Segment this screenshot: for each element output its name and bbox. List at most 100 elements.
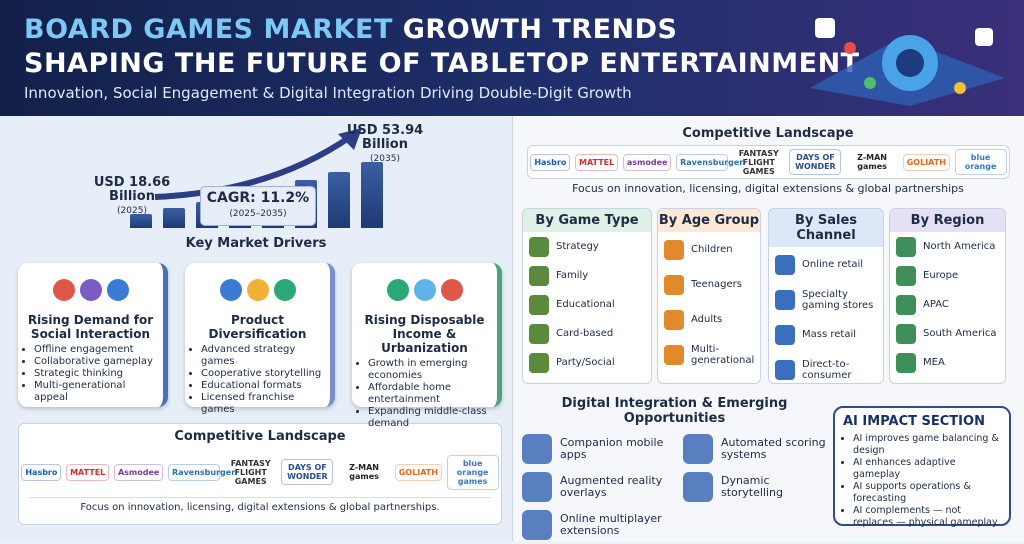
title-rest: GROWTH TRENDS [402,14,678,45]
driver-card: Rising Disposable Income & UrbanizationG… [352,263,502,429]
company-logo: Hasbro [530,153,571,171]
company-logo: Ravensburger [676,153,743,171]
digital-item: Automated scoring systems [682,430,827,468]
competitive-bottom-title: Competitive Landscape [174,429,346,444]
segment-icon [529,323,549,344]
company-logo: blue orange games [446,454,499,490]
driver-bullet: Advanced strategy games [201,344,324,368]
driver-bullet: Growth in emerging economies [368,358,491,382]
company-logo: MATTEL [575,153,619,171]
segment-label: Europe [923,270,959,281]
segment-item: MEA [890,348,1005,377]
ai-bullet: AI supports operations & forecasting [853,481,1001,505]
segment-label: Multi-generational [691,343,755,366]
segment-label: North America [923,241,996,252]
segment-icon [775,359,795,380]
driver-bullet: Offline engagement [34,344,157,356]
driver-icons [191,269,324,311]
icon [273,279,296,301]
segment-icon [775,324,795,345]
segment-item: North America [890,232,1005,261]
segment-icon [664,309,684,330]
segment-icon [896,323,916,344]
segment-title: By Game Type [523,209,651,232]
icon [413,279,436,301]
segment-label: Adults [691,314,723,325]
segment-label: Educational [556,299,615,310]
bar-shape [361,162,383,228]
segment-item: Educational [523,290,651,319]
segment-item: Card-based [523,319,651,348]
segment-item: Europe [890,261,1005,290]
header: BOARD GAMES MARKET GROWTH TRENDS SHAPING… [0,0,1024,116]
driver-icons [24,269,157,311]
segment-icon [664,344,684,365]
segment-label: MEA [923,357,945,368]
driver-icons [358,269,491,311]
ai-bullets: AI improves game balancing & designAI en… [843,433,1001,529]
segment-icon [529,352,549,373]
segment-icon [896,265,916,286]
company-logo: Ravensburger [168,463,235,481]
segment-item: Specialty gaming stores [769,282,883,317]
segment-item: Party/Social [523,348,651,377]
competitive-bottom-note: Focus on innovation, licensing, digital … [29,497,491,513]
title-line2: SHAPING THE FUTURE OF TABLETOP ENTERTAIN… [24,48,860,79]
ai-box: AI IMPACT SECTION AI improves game balan… [833,406,1011,529]
end-amount: USD 53.94 [346,123,424,138]
driver-bullet: Affordable home entertainment [368,382,491,406]
digital-section: Digital Integration & Emerging Opportuni… [522,396,827,540]
digital-title: Digital Integration & Emerging Opportuni… [561,396,788,426]
digital-label: Online multiplayer extensions [560,512,662,537]
ai-bullet: AI complements — not replaces — physical… [853,505,1001,529]
digital-icon [522,510,552,540]
segment-label: Online retail [802,259,864,270]
ai-bullet: AI improves game balancing & design [853,433,1001,457]
segment-card: By Region North America Europe APAC South Am… [889,208,1006,384]
end-unit: Billion [362,137,408,152]
icon [219,279,242,301]
segment-item: Direct-to-consumer [769,352,883,383]
digital-item: Companion mobile apps [522,430,671,468]
cagr-label: CAGR: 11.2% [206,190,310,206]
segment-label: Direct-to-consumer [802,358,852,381]
segment-icon [896,236,916,257]
segment-icon [775,254,795,275]
digital-icon [522,472,552,502]
segment-icon [664,274,684,295]
company-logo: MATTEL [66,463,110,481]
segment-label: Family [556,270,589,281]
title: BOARD GAMES MARKET GROWTH TRENDS [24,14,677,45]
title-highlight: BOARD GAMES MARKET [24,14,393,45]
digital-item: Online multiplayer extensions [522,506,671,544]
driver-bullet: Cooperative storytelling [201,368,324,380]
header-art [810,18,1005,106]
segment-label: Card-based [556,328,614,339]
driver-card: Product Diversification Advanced strategy… [185,263,335,415]
growth-arrow [154,128,362,200]
segment-label: APAC [923,299,949,310]
segment-label: Strategy [556,241,599,252]
segment-icon [529,265,549,286]
segment-title: By Age Group [658,209,760,232]
bar-shape [328,172,350,228]
digital-icon [682,434,713,464]
icon [106,279,129,301]
company-logo: FANTASY FLIGHT GAMES [738,148,779,176]
driver-title: Rising Demand for Social Interaction [27,313,154,341]
digital-label: Dynamic storytelling [720,474,783,499]
company-logo: FANTASY FLIGHT GAMES [230,458,271,486]
icon [79,279,102,301]
competitive-bottom: Competitive Landscape Hasbro MATTEL Asmode… [18,423,502,525]
driver-bullets: Offline engagementCollaborative gameplay… [24,344,157,404]
company-logo: Z-MAN games [857,153,887,171]
digital-item: Augmented reality overlays [522,468,671,506]
driver-bullet: Educational formats [201,380,324,392]
segment-title: By Region [890,209,1005,232]
segment-card: By Age Group Children Teenagers Adults Multi… [657,208,761,384]
ai-bullet: AI enhances adaptive gameplay [853,457,1001,481]
segment-icon [896,352,916,373]
digital-icon [522,434,552,464]
company-logo: Z-MAN games [349,463,379,481]
company-logo: Hasbro [21,463,62,481]
